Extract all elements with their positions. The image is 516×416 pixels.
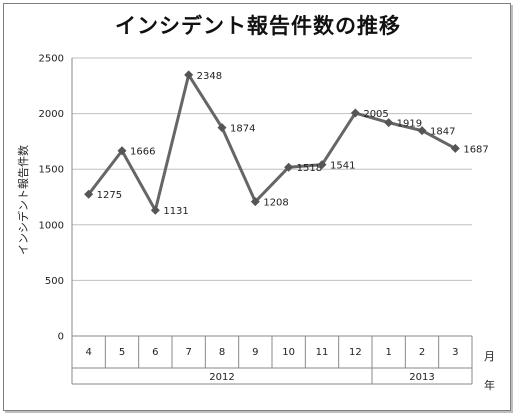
data-point: [384, 118, 394, 128]
y-tick-label: 1500: [39, 165, 64, 176]
x-tick-label: 5: [119, 347, 125, 358]
y-tick-label: 1000: [39, 220, 64, 231]
y-tick-label: 2500: [39, 54, 64, 65]
x-tick-label: 6: [152, 347, 158, 358]
data-point: [84, 189, 94, 199]
data-label: 1275: [97, 190, 122, 201]
data-label: 2348: [197, 71, 222, 82]
data-label: 1518: [297, 163, 322, 174]
data-point: [284, 162, 294, 172]
x-unit-year: 年: [484, 379, 495, 392]
data-label: 1874: [230, 124, 255, 135]
x-tick-label: 3: [452, 347, 458, 358]
data-point: [150, 205, 160, 215]
data-label: 1919: [397, 119, 422, 130]
data-point: [450, 143, 460, 153]
x-unit-month: 月: [484, 350, 495, 363]
x-tick-label: 11: [316, 347, 329, 358]
data-label: 1847: [430, 127, 455, 138]
y-tick-label: 0: [58, 332, 64, 343]
series-line: [87, 73, 457, 212]
data-point: [317, 160, 327, 170]
data-point: [350, 108, 360, 118]
x-tick-label: 10: [282, 347, 295, 358]
x-tick-label: 8: [219, 347, 225, 358]
data-point: [184, 70, 194, 80]
chart-title: インシデント報告件数の推移: [115, 14, 401, 38]
x-year-label: 2012: [209, 372, 234, 383]
data-label: 1131: [163, 206, 188, 217]
x-tick-label: 9: [252, 347, 258, 358]
data-label: 1687: [463, 144, 488, 155]
x-tick-label: 4: [85, 347, 91, 358]
x-tick-label: 1: [385, 347, 391, 358]
x-tick-label: 7: [185, 347, 191, 358]
x-tick-label: 12: [349, 347, 362, 358]
y-tick-label: 2000: [39, 109, 64, 120]
x-tick-label: 2: [419, 347, 425, 358]
data-point: [417, 126, 427, 136]
chart-frame: [3, 3, 511, 411]
data-point: [250, 197, 260, 207]
x-year-label: 2013: [409, 372, 434, 383]
data-label: 2005: [363, 109, 388, 120]
data-label: 1208: [263, 198, 288, 209]
data-point: [217, 123, 227, 133]
data-label: 1541: [330, 161, 355, 172]
data-label: 1666: [130, 147, 155, 158]
y-tick-label: 500: [45, 276, 64, 287]
data-point: [117, 146, 127, 156]
